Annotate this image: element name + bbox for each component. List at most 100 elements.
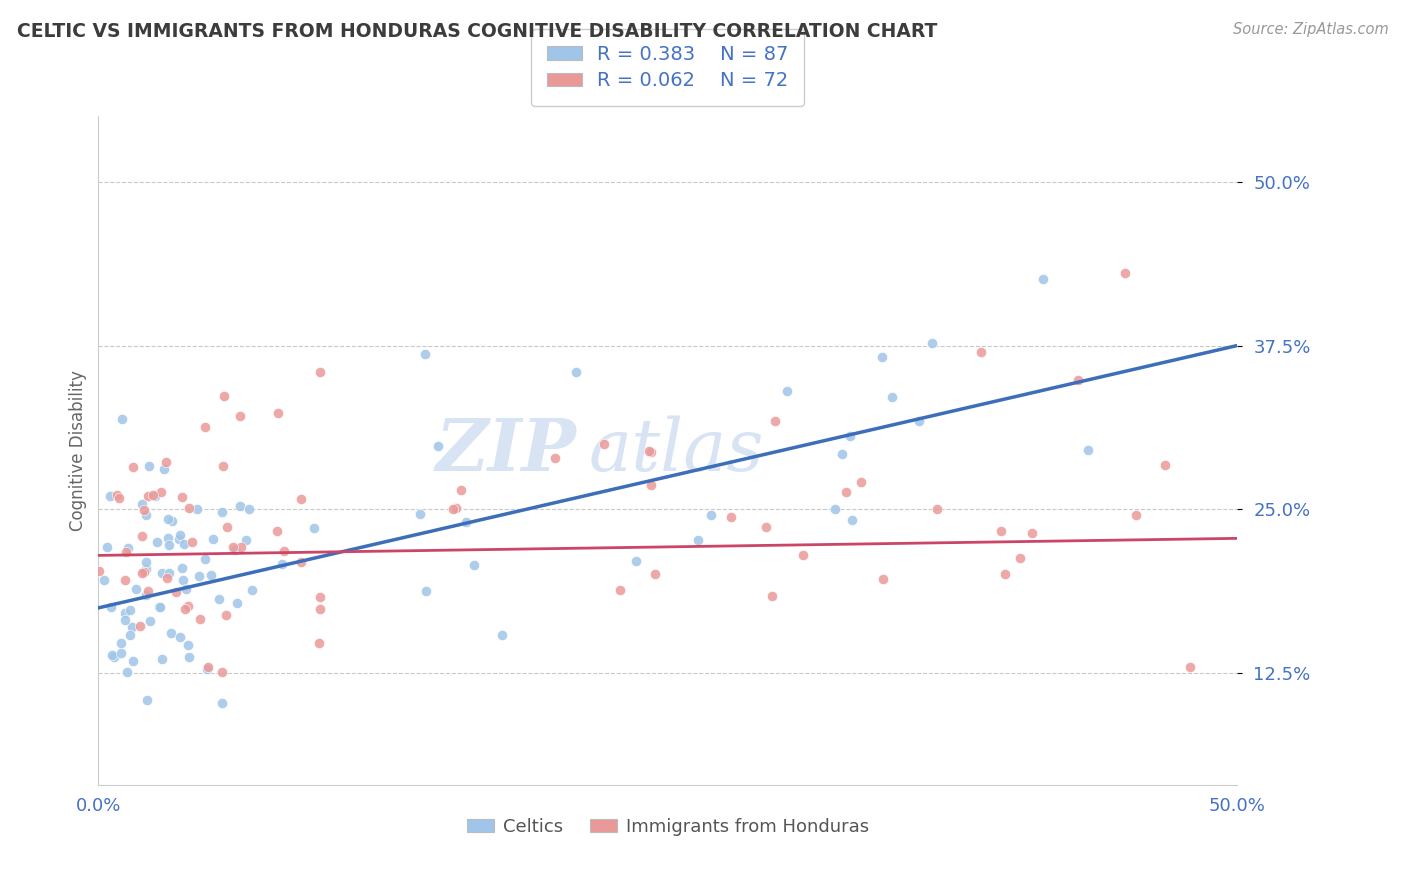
Point <box>172 490 194 504</box>
Point <box>1153 458 1175 472</box>
Point <box>173 537 195 551</box>
Point <box>111 412 134 426</box>
Point <box>195 662 218 676</box>
Point <box>839 429 862 443</box>
Point <box>98 489 121 503</box>
Point <box>824 501 846 516</box>
Point <box>118 628 141 642</box>
Point <box>1180 659 1202 673</box>
Point <box>148 600 170 615</box>
Point <box>197 660 219 674</box>
Point <box>212 389 235 403</box>
Point <box>235 533 257 547</box>
Point <box>908 413 931 427</box>
Point <box>222 540 245 554</box>
Point <box>135 588 157 602</box>
Point <box>96 540 118 554</box>
Point <box>925 501 948 516</box>
Point <box>638 444 661 458</box>
Point <box>155 455 177 469</box>
Point <box>160 626 183 640</box>
Point <box>444 500 467 515</box>
Point <box>177 599 200 613</box>
Point <box>215 520 238 534</box>
Point <box>131 497 153 511</box>
Point <box>763 415 786 429</box>
Point <box>290 491 312 506</box>
Point <box>167 532 190 546</box>
Point <box>153 462 176 476</box>
Point <box>308 590 330 604</box>
Point <box>114 613 136 627</box>
Point <box>450 483 472 497</box>
Point <box>544 451 567 466</box>
Point <box>409 507 432 521</box>
Point <box>609 583 631 598</box>
Point <box>131 566 153 580</box>
Point <box>624 553 647 567</box>
Point <box>135 693 157 707</box>
Point <box>755 519 778 533</box>
Point <box>145 489 167 503</box>
Point <box>169 528 191 542</box>
Point <box>225 596 247 610</box>
Point <box>267 406 290 420</box>
Point <box>157 531 180 545</box>
Point <box>872 572 894 586</box>
Point <box>136 489 159 503</box>
Point <box>229 499 252 513</box>
Point <box>427 440 450 454</box>
Point <box>114 544 136 558</box>
Point <box>238 502 260 516</box>
Point <box>125 582 148 597</box>
Point <box>129 619 152 633</box>
Point <box>135 508 157 522</box>
Point <box>117 665 139 679</box>
Point <box>882 391 904 405</box>
Point <box>720 509 742 524</box>
Point <box>208 591 231 606</box>
Point <box>592 437 614 451</box>
Point <box>456 515 478 529</box>
Point <box>1077 442 1099 457</box>
Point <box>776 384 799 398</box>
Point <box>273 544 295 558</box>
Point <box>415 584 437 599</box>
Point <box>211 665 233 680</box>
Point <box>640 477 662 491</box>
Point <box>174 582 197 596</box>
Point <box>186 501 208 516</box>
Point <box>156 572 179 586</box>
Text: CELTIC VS IMMIGRANTS FROM HONDURAS COGNITIVE DISABILITY CORRELATION CHART: CELTIC VS IMMIGRANTS FROM HONDURAS COGNI… <box>17 22 938 41</box>
Point <box>194 552 217 566</box>
Point <box>135 562 157 576</box>
Text: Source: ZipAtlas.com: Source: ZipAtlas.com <box>1233 22 1389 37</box>
Point <box>136 583 159 598</box>
Point <box>169 630 191 644</box>
Point <box>463 558 485 572</box>
Point <box>994 566 1017 581</box>
Point <box>110 646 132 660</box>
Point <box>148 599 170 614</box>
Point <box>1067 373 1090 387</box>
Point <box>202 532 225 546</box>
Point <box>761 589 783 603</box>
Point <box>266 524 288 538</box>
Point <box>565 365 588 379</box>
Point <box>441 501 464 516</box>
Point <box>150 566 173 580</box>
Point <box>302 521 325 535</box>
Text: atlas: atlas <box>588 415 763 486</box>
Point <box>990 524 1012 539</box>
Point <box>139 614 162 628</box>
Point <box>110 636 132 650</box>
Point <box>173 602 195 616</box>
Point <box>831 447 853 461</box>
Point <box>1114 266 1136 280</box>
Point <box>1125 508 1147 522</box>
Point <box>103 650 125 665</box>
Point <box>188 612 211 626</box>
Point <box>640 445 662 459</box>
Point <box>149 484 172 499</box>
Y-axis label: Cognitive Disability: Cognitive Disability <box>69 370 87 531</box>
